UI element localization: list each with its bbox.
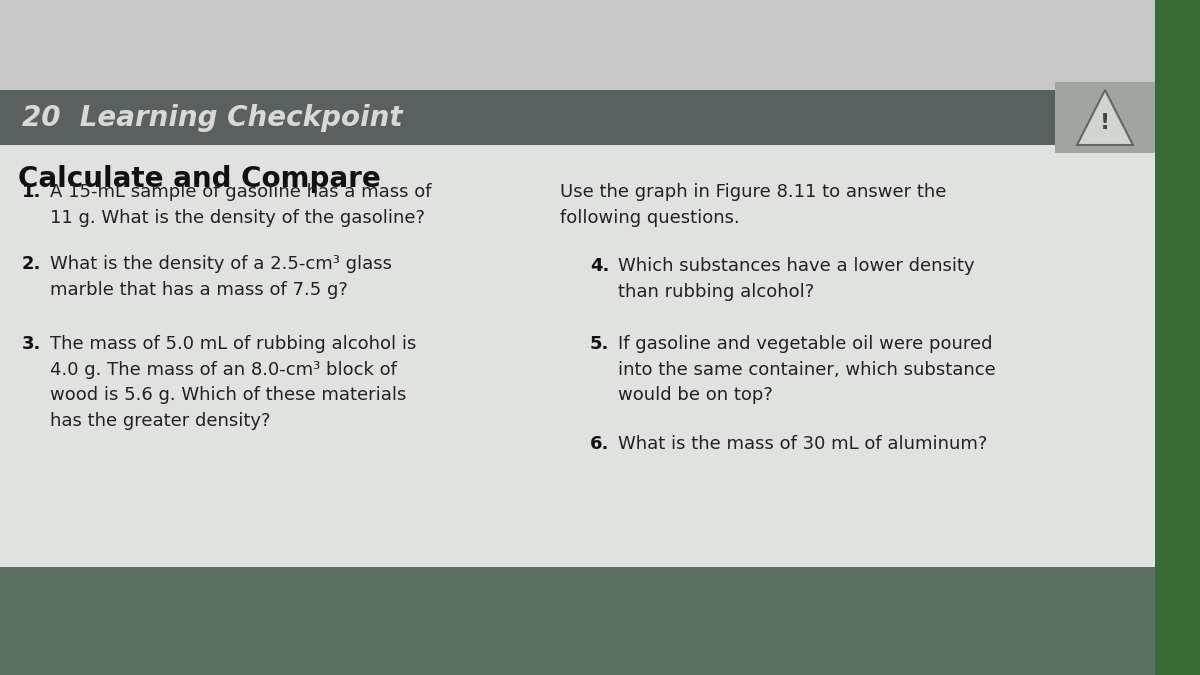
- Text: What is the density of a 2.5-cm³ glass
marble that has a mass of 7.5 g?: What is the density of a 2.5-cm³ glass m…: [50, 255, 392, 299]
- Text: 1.: 1.: [22, 183, 41, 201]
- Text: What is the mass of 30 mL of aluminum?: What is the mass of 30 mL of aluminum?: [618, 435, 988, 453]
- FancyBboxPatch shape: [1055, 82, 1154, 153]
- FancyBboxPatch shape: [0, 90, 1154, 145]
- Text: Calculate and Compare: Calculate and Compare: [18, 165, 380, 193]
- Text: 6.: 6.: [590, 435, 610, 453]
- Text: 4.: 4.: [590, 257, 610, 275]
- Text: Which substances have a lower density
than rubbing alcohol?: Which substances have a lower density th…: [618, 257, 974, 300]
- FancyBboxPatch shape: [0, 565, 1160, 675]
- Text: Use the graph in Figure 8.11 to answer the
following questions.: Use the graph in Figure 8.11 to answer t…: [560, 183, 947, 227]
- Text: 5.: 5.: [590, 335, 610, 353]
- Text: 20  Learning Checkpoint: 20 Learning Checkpoint: [22, 103, 403, 132]
- FancyBboxPatch shape: [1154, 0, 1200, 675]
- Text: A 15-mL sample of gasoline has a mass of
11 g. What is the density of the gasoli: A 15-mL sample of gasoline has a mass of…: [50, 183, 432, 227]
- FancyBboxPatch shape: [0, 0, 1160, 95]
- FancyBboxPatch shape: [0, 95, 1154, 567]
- Text: !: !: [1100, 113, 1110, 133]
- Text: 2.: 2.: [22, 255, 41, 273]
- Text: The mass of 5.0 mL of rubbing alcohol is
4.0 g. The mass of an 8.0-cm³ block of
: The mass of 5.0 mL of rubbing alcohol is…: [50, 335, 416, 430]
- Text: 3.: 3.: [22, 335, 41, 353]
- Polygon shape: [1078, 90, 1133, 145]
- Text: If gasoline and vegetable oil were poured
into the same container, which substan: If gasoline and vegetable oil were poure…: [618, 335, 996, 404]
